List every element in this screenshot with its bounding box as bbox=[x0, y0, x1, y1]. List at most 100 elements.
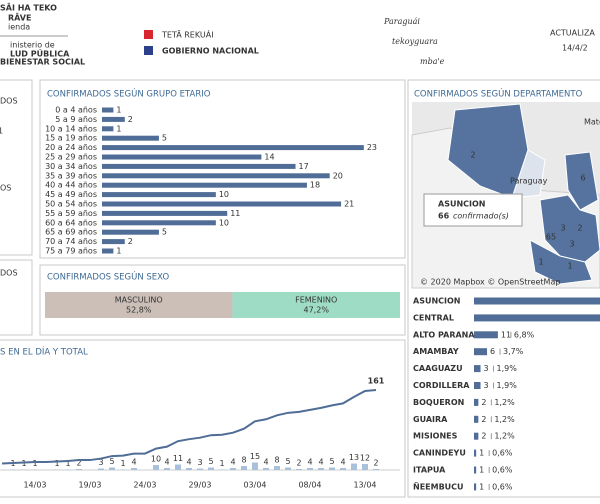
age-panel bbox=[39, 79, 406, 259]
logo-line: inisterio de bbox=[10, 41, 55, 50]
flag-red bbox=[144, 30, 153, 39]
brand-top: TETÃ REKUÁI bbox=[161, 29, 214, 40]
panel-title: S EN EL DÍA Y TOTAL bbox=[0, 346, 88, 358]
bar bbox=[474, 331, 498, 339]
kpi-panel bbox=[0, 259, 33, 336]
daily-bar bbox=[373, 469, 379, 470]
age-label: 30 a 34 años bbox=[45, 162, 97, 171]
dept-label: GUAIRA bbox=[413, 415, 448, 424]
bar bbox=[102, 220, 216, 226]
percent-label: 0,6% bbox=[492, 466, 513, 475]
age-label: 15 a 19 años bbox=[45, 134, 97, 143]
bar bbox=[102, 192, 216, 198]
daily-bar bbox=[164, 468, 170, 470]
daily-label: 8 bbox=[274, 456, 279, 465]
segment-label: 47,2% bbox=[304, 306, 330, 315]
daily-label: 4 bbox=[340, 458, 345, 467]
value-label: 2 bbox=[128, 115, 133, 124]
kpi-title: DOS bbox=[0, 269, 18, 278]
age-label: 20 a 24 años bbox=[45, 143, 97, 152]
logo-line: RĀVE bbox=[8, 13, 31, 23]
value-label: 2 bbox=[481, 415, 486, 424]
dept-label: CANINDEYU bbox=[413, 449, 466, 458]
daily-label: 11 bbox=[173, 454, 183, 463]
trend-panel bbox=[0, 339, 406, 498]
x-tick-label: 24/03 bbox=[133, 481, 156, 490]
x-tick-label: 13/04 bbox=[353, 481, 376, 490]
bar bbox=[102, 210, 228, 216]
bar bbox=[102, 239, 125, 245]
segment-name: FEMENINO bbox=[295, 296, 337, 305]
dept-label: BOQUERON bbox=[413, 398, 464, 407]
country-label: Paraguay bbox=[510, 177, 548, 186]
value-label: 10 bbox=[219, 190, 229, 199]
sex-segment bbox=[232, 292, 400, 318]
daily-bar bbox=[208, 467, 214, 470]
daily-bar bbox=[153, 465, 159, 470]
percent-label: 1,9% bbox=[497, 364, 518, 373]
bar bbox=[474, 432, 479, 440]
logo-line: LUD PÚBLICA bbox=[10, 48, 70, 59]
value-label: 11 bbox=[501, 330, 511, 339]
daily-label: 4 bbox=[230, 458, 235, 467]
total-label: 161 bbox=[368, 376, 385, 385]
logo-line: ienda bbox=[8, 23, 30, 32]
value-label: 1 bbox=[479, 449, 484, 458]
panel-title: CONFIRMADOS SEGÚN SEXO bbox=[47, 271, 169, 283]
bar bbox=[102, 163, 296, 169]
value-label: 1 bbox=[479, 466, 484, 475]
dept-label: CAAGUAZU bbox=[413, 364, 463, 373]
bar bbox=[474, 297, 600, 305]
value-label: 2 bbox=[481, 432, 486, 441]
kpi-panel bbox=[0, 79, 33, 256]
map-region-label: 2 bbox=[577, 224, 582, 233]
map: ASUNCION 66 confirmado(s) Paraguay Mato … bbox=[411, 102, 600, 289]
daily-bar bbox=[252, 462, 258, 470]
panel-title: CONFIRMADOS SEGÚN DEPARTAMENTO bbox=[414, 88, 583, 100]
age-label: 40 a 44 años bbox=[45, 181, 97, 190]
value-label: 11 bbox=[230, 209, 240, 218]
x-tick-label: 08/04 bbox=[298, 481, 321, 490]
daily-label: 8 bbox=[241, 456, 246, 465]
daily-bar bbox=[197, 468, 203, 470]
daily-label: 5 bbox=[285, 457, 290, 466]
age-label: 65 a 69 años bbox=[45, 228, 97, 237]
daily-label: 13 bbox=[349, 453, 359, 462]
dept-label: ASUNCION bbox=[413, 297, 461, 306]
slogan: Paraguái bbox=[383, 17, 420, 26]
slogan: tekoyguara bbox=[392, 37, 438, 46]
age-label: 25 a 29 años bbox=[45, 153, 97, 162]
daily-label: 4 bbox=[186, 458, 191, 467]
daily-bar bbox=[351, 463, 357, 470]
age-label: 45 a 49 años bbox=[45, 190, 97, 199]
percent-label: 0,6% bbox=[492, 449, 513, 458]
value-label: 2 bbox=[128, 237, 133, 246]
map-region bbox=[511, 149, 546, 199]
tooltip-value: 66 bbox=[438, 212, 450, 221]
bar bbox=[474, 348, 488, 356]
value-label: 23 bbox=[367, 143, 377, 152]
value-label: 5 bbox=[162, 228, 167, 237]
value-label: 3 bbox=[484, 381, 489, 390]
dept-label: MISIONES bbox=[413, 432, 458, 441]
daily-label: 15 bbox=[250, 452, 260, 461]
x-tick-label: 03/04 bbox=[243, 481, 266, 490]
bar bbox=[474, 466, 477, 474]
percent-label: 1,9% bbox=[497, 381, 518, 390]
kpi-title: OS bbox=[0, 184, 11, 193]
daily-bar bbox=[318, 468, 324, 470]
daily-bar bbox=[131, 468, 137, 470]
x-tick-label: 14/03 bbox=[23, 481, 46, 490]
daily-label: 4 bbox=[318, 458, 323, 467]
map-region bbox=[564, 151, 599, 211]
kpi-value: 1 bbox=[0, 127, 3, 136]
bar bbox=[474, 398, 479, 406]
bar bbox=[474, 365, 481, 373]
age-label: 60 a 64 años bbox=[45, 218, 97, 227]
daily-label: 3 bbox=[197, 458, 202, 467]
segment-name: MASCULINO bbox=[115, 296, 163, 305]
map-region-label: 3 bbox=[569, 240, 574, 249]
sex-segment bbox=[45, 292, 233, 318]
daily-bar bbox=[230, 468, 236, 470]
